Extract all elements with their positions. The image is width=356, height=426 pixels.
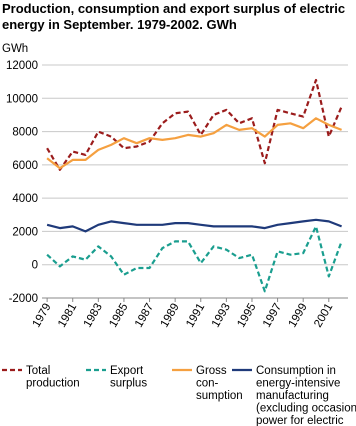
x-tick-label: 1983	[82, 302, 105, 330]
line-series	[46, 225, 343, 293]
line-series	[46, 218, 343, 233]
x-tick-label: 1999	[287, 302, 310, 330]
y-tick-label: 0	[32, 260, 38, 272]
x-tick-label: 1993	[210, 302, 233, 330]
y-tick-label: -2000	[9, 293, 38, 305]
y-tick-label: 4000	[12, 193, 38, 205]
y-tick-label: 6000	[12, 160, 38, 172]
y-tick-label: 10000	[6, 93, 38, 105]
y-tick-label: 2000	[12, 226, 38, 238]
y-tick-label: 8000	[12, 127, 38, 139]
x-tick-label: 1991	[184, 302, 207, 330]
line-series	[46, 117, 343, 170]
y-tick-label: 12000	[6, 60, 38, 72]
y-axis-label: GWh	[2, 43, 28, 55]
x-tick-label: 1987	[133, 302, 156, 330]
legend-label: Total production	[26, 365, 80, 390]
legend-label: Consumption in energy-intensive manufactur…	[256, 365, 356, 426]
legend-label: Gross con-sumption	[196, 365, 243, 402]
legend-label: Export surplus	[110, 365, 147, 390]
chart-title: Production, consumption and export surpl…	[2, 1, 346, 32]
x-tick-label: 1985	[107, 302, 130, 330]
x-tick-label: 1979	[31, 302, 54, 330]
x-tick-label: 1989	[159, 302, 182, 330]
x-tick-label: 1981	[56, 302, 79, 330]
x-tick-label: 1997	[261, 302, 284, 330]
x-tick-label: 1995	[235, 302, 258, 330]
x-tick-label: 2001	[312, 302, 335, 330]
line-series	[46, 78, 343, 171]
